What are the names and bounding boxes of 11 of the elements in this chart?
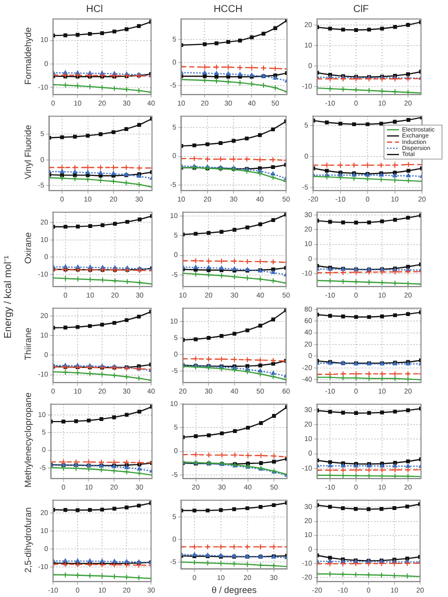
- chart-title: HCl: [86, 4, 103, 15]
- text: Energy / kcal mol⁻¹: [2, 255, 15, 339]
- y-axis-title: Methylenecyclopropane: [23, 392, 33, 488]
- chart-title: ClF: [353, 4, 369, 15]
- y-axis-title: Oxirane: [23, 232, 33, 264]
- y-axis-title: Vinyl Fluoride: [23, 124, 33, 180]
- chart-title: HCCH: [214, 4, 242, 15]
- y-axis-title: Thiirane: [23, 328, 33, 360]
- y-axis-title: 2,5-dihydrofuran: [23, 506, 33, 572]
- x-axis-title: θ / degrees: [212, 585, 258, 596]
- y-axis-title: Formaldehyde: [23, 27, 33, 85]
